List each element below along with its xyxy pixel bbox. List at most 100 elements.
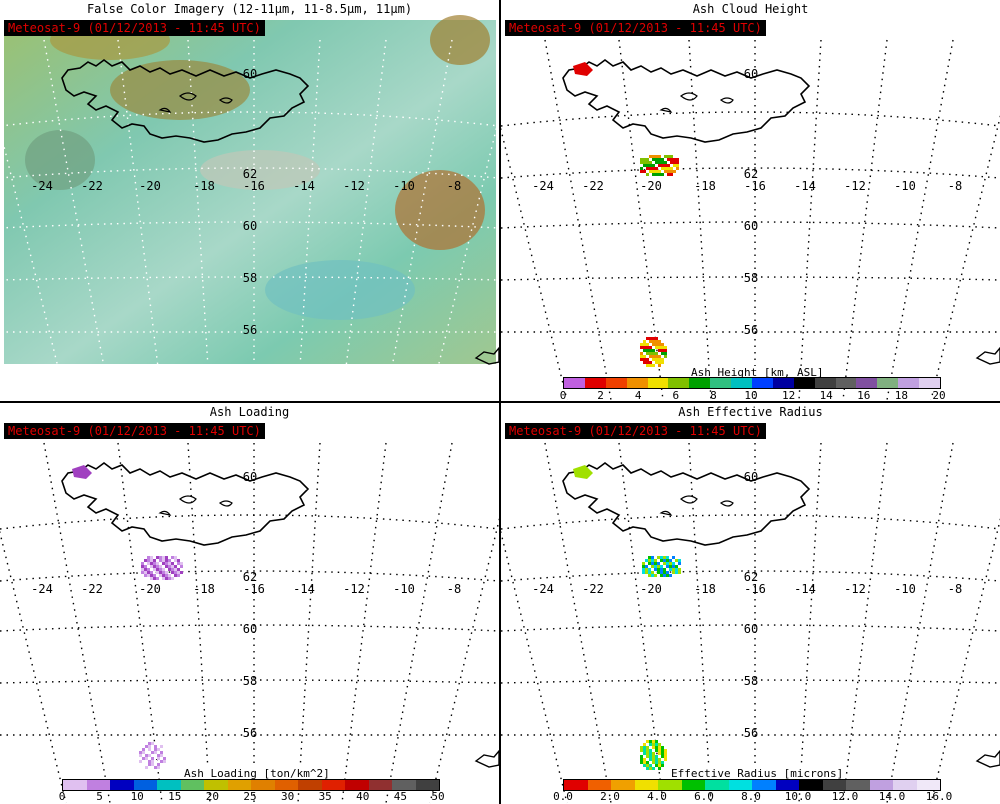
colorbar xyxy=(563,779,941,791)
longitude-line xyxy=(930,517,1000,804)
colorbar-swatch xyxy=(752,780,776,790)
longitude-label: -24 xyxy=(532,582,554,596)
longitude-label: -20 xyxy=(139,582,161,596)
graticule xyxy=(501,39,1000,401)
iceland-coastline xyxy=(562,462,811,546)
latitude-label: 62 xyxy=(243,167,257,181)
panel-title: False Color Imagery (12-11μm, 11-8.5μm, … xyxy=(86,2,413,16)
colorbar-tick-label: 8.0 xyxy=(741,790,761,803)
colorbar-tick-label: 0 xyxy=(559,389,567,401)
colorbar-tick-label: 2 xyxy=(597,389,604,401)
colorbar-swatch xyxy=(611,780,635,790)
colorbar-swatch xyxy=(626,378,648,388)
longitude-label: -8 xyxy=(948,179,962,193)
longitude-line xyxy=(930,114,1000,401)
longitude-line xyxy=(385,39,453,401)
longitude-line xyxy=(886,39,954,401)
colorbar-tick-label: 16.0 xyxy=(925,790,953,803)
colorbar-tick-label: 40 xyxy=(356,790,370,803)
colorbar-swatch xyxy=(893,780,917,790)
longitude-label: -16 xyxy=(243,582,265,596)
latitude-label: 62 xyxy=(744,570,758,584)
iceland-coastline xyxy=(562,59,811,143)
colorbar-swatch xyxy=(564,378,585,388)
colorbar-swatch xyxy=(668,378,690,388)
ash-retrieval-south xyxy=(640,155,679,176)
colorbar-swatch xyxy=(392,780,416,790)
scotland-coast xyxy=(975,749,1000,768)
latitude-label: 60 xyxy=(744,67,758,81)
longitude-label: -10 xyxy=(894,582,916,596)
colorbar-swatch xyxy=(204,780,228,790)
longitude-label: -12 xyxy=(844,179,866,193)
colorbar-ticks: 0 2 4 6 8 10 12 14 16 18 20 xyxy=(559,389,946,401)
latitude-label: 56 xyxy=(243,726,257,740)
colorbar-tick-label: 20 xyxy=(205,790,220,803)
colorbar-tick-label: 10.0 xyxy=(784,790,812,803)
colorbar-swatch xyxy=(728,780,752,790)
scotland-coast xyxy=(975,346,1000,365)
cloud-feature xyxy=(110,60,250,120)
longitude-label: -16 xyxy=(744,582,766,596)
colorbar-swatch xyxy=(846,780,870,790)
colorbar-swatch xyxy=(916,780,940,790)
ash-loading-panel: Ash Loading -24 -22 -20 -18 -16 -14 -12 -10 -8 62… xyxy=(0,403,499,804)
colorbar-swatch xyxy=(415,780,439,790)
latitude-label: 60 xyxy=(744,470,758,484)
longitude-line xyxy=(43,442,111,804)
longitude-label: -20 xyxy=(139,179,161,193)
longitude-label: -10 xyxy=(894,179,916,193)
colorbar-swatch xyxy=(705,780,729,790)
longitude-line xyxy=(0,530,67,804)
colorbar-tick-label: 18 xyxy=(894,389,909,401)
longitude-label: -14 xyxy=(293,179,315,193)
colorbar-tick-label: 14 xyxy=(819,389,833,401)
longitude-line xyxy=(297,442,321,804)
colorbar-swatch xyxy=(710,378,732,388)
colorbar-swatch xyxy=(251,780,275,790)
timestamp-badge: Meteosat-9 (01/12/2013 - 11:45 UTC) xyxy=(505,20,766,36)
ash-retrieval-west xyxy=(573,465,593,479)
colorbar-swatch xyxy=(564,780,588,790)
longitude-label: -10 xyxy=(393,179,415,193)
colorbar-swatch xyxy=(86,780,110,790)
iceland-coastline xyxy=(61,462,310,546)
longitude-line xyxy=(501,127,568,401)
cloud-feature xyxy=(200,150,320,190)
ash-radius-panel: Ash Effective Radius -24 -22 -20 -18 -16 -14-… xyxy=(501,403,1000,804)
colorbar-swatch xyxy=(321,780,345,790)
colorbar-swatch xyxy=(584,378,606,388)
colorbar-swatch xyxy=(605,378,627,388)
iceland-coastline xyxy=(61,59,310,143)
colorbar-tick-label: 45 xyxy=(393,790,408,803)
scotland-coast xyxy=(474,346,499,365)
glacier-outline xyxy=(158,495,233,516)
colorbar-swatch xyxy=(731,378,753,388)
longitude-label: -16 xyxy=(243,179,265,193)
panel-title: Ash Cloud Height xyxy=(692,2,809,16)
colorbar xyxy=(62,779,440,791)
latitude-line xyxy=(0,679,499,684)
latitude-label: 58 xyxy=(243,674,257,688)
ash-retrieval-far-south xyxy=(640,740,667,770)
longitude-label: -12 xyxy=(844,582,866,596)
latitude-label: 60 xyxy=(243,470,257,484)
colorbar-swatch xyxy=(835,378,857,388)
longitude-line xyxy=(544,442,612,804)
longitude-label: -12 xyxy=(343,582,365,596)
colorbar-tick-label: 12 xyxy=(781,389,796,401)
colorbar-swatch xyxy=(658,780,682,790)
longitude-label: -20 xyxy=(640,582,662,596)
colorbar-tick-label: 16 xyxy=(857,389,871,401)
colorbar-swatch xyxy=(634,780,658,790)
longitude-label: -18 xyxy=(694,179,716,193)
ash-retrieval-south xyxy=(141,556,183,580)
longitude-label: -10 xyxy=(393,582,415,596)
colorbar-tick-label: 0 xyxy=(58,790,66,803)
colorbar-tick-label: 14.0 xyxy=(878,790,906,803)
ash-retrieval-far-south xyxy=(640,337,667,367)
latitude-label: 60 xyxy=(744,219,758,233)
colorbar-ticks: 0 5 10 15 20 25 30 35 40 45 50 xyxy=(58,790,445,804)
colorbar-swatch xyxy=(772,378,794,388)
latitude-label: 58 xyxy=(744,271,758,285)
